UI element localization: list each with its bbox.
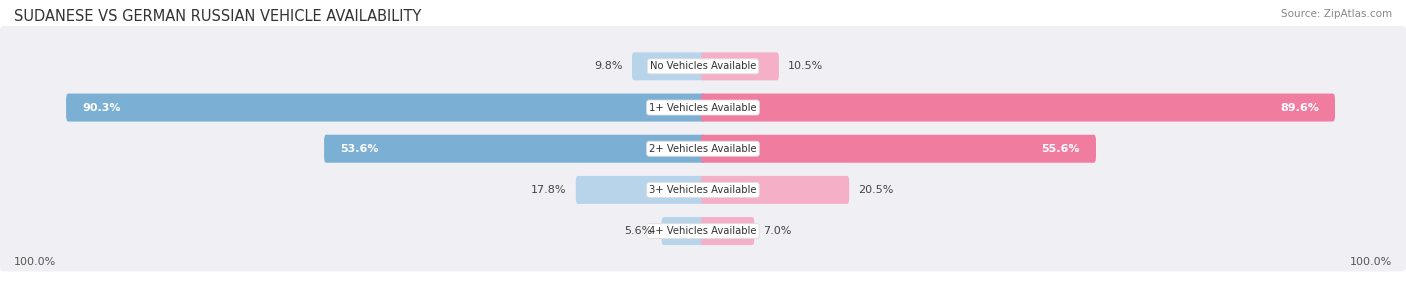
FancyBboxPatch shape [66, 94, 706, 122]
Text: 17.8%: 17.8% [531, 185, 567, 195]
Text: 1+ Vehicles Available: 1+ Vehicles Available [650, 103, 756, 112]
FancyBboxPatch shape [325, 135, 706, 163]
FancyBboxPatch shape [0, 67, 1406, 148]
FancyBboxPatch shape [702, 94, 1334, 122]
FancyBboxPatch shape [702, 176, 849, 204]
Text: 90.3%: 90.3% [83, 103, 121, 112]
FancyBboxPatch shape [633, 52, 706, 80]
Text: SUDANESE VS GERMAN RUSSIAN VEHICLE AVAILABILITY: SUDANESE VS GERMAN RUSSIAN VEHICLE AVAIL… [14, 9, 422, 23]
FancyBboxPatch shape [0, 150, 1406, 230]
Text: 10.5%: 10.5% [787, 61, 824, 71]
Text: 53.6%: 53.6% [340, 144, 378, 154]
FancyBboxPatch shape [576, 176, 706, 204]
FancyBboxPatch shape [0, 191, 1406, 271]
Text: 4+ Vehicles Available: 4+ Vehicles Available [650, 226, 756, 236]
FancyBboxPatch shape [0, 108, 1406, 189]
Text: 7.0%: 7.0% [763, 226, 792, 236]
FancyBboxPatch shape [0, 26, 1406, 107]
FancyBboxPatch shape [662, 217, 706, 245]
Text: 3+ Vehicles Available: 3+ Vehicles Available [650, 185, 756, 195]
Text: Source: ZipAtlas.com: Source: ZipAtlas.com [1281, 9, 1392, 19]
Text: 20.5%: 20.5% [858, 185, 894, 195]
Text: 2+ Vehicles Available: 2+ Vehicles Available [650, 144, 756, 154]
Text: 55.6%: 55.6% [1042, 144, 1080, 154]
Text: 5.6%: 5.6% [624, 226, 652, 236]
Text: No Vehicles Available: No Vehicles Available [650, 61, 756, 71]
Text: 100.0%: 100.0% [1350, 257, 1392, 267]
Text: 100.0%: 100.0% [14, 257, 56, 267]
FancyBboxPatch shape [702, 217, 754, 245]
FancyBboxPatch shape [702, 135, 1097, 163]
FancyBboxPatch shape [702, 52, 779, 80]
Text: 9.8%: 9.8% [595, 61, 623, 71]
Text: 89.6%: 89.6% [1279, 103, 1319, 112]
